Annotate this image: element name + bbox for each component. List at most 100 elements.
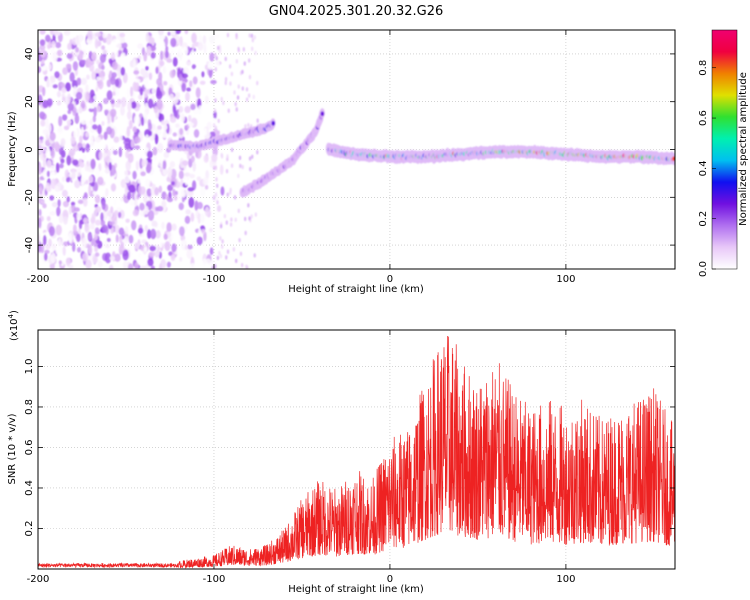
spectrogram-noise-cell [51, 201, 58, 208]
spectrogram-noise-cell [47, 89, 54, 99]
spectrogram-noise-cell [181, 82, 186, 92]
spectrogram-noise-cell [163, 233, 168, 240]
spectrogram-noise-cell [230, 163, 234, 168]
spectrogram-y-axis-label: Frequency (Hz) [7, 111, 18, 187]
spectrogram-noise-cell [191, 239, 196, 246]
spectrogram-noise-cell [94, 194, 101, 204]
spectrogram-noise-cell [256, 150, 259, 155]
spectrogram-noise-cell [108, 220, 115, 226]
spectrogram-noise-cell [89, 140, 96, 148]
spectrogram-noise-cell [144, 102, 149, 110]
spectrogram-noise-cell [84, 222, 90, 234]
spectrogram-noise-cell [204, 95, 209, 104]
spectrogram-noise-cell [179, 226, 185, 237]
spectrogram-noise-cell [243, 61, 246, 66]
spectrogram-noise-cell [75, 91, 83, 100]
spectrogram-noise-cell [187, 187, 195, 192]
spectrogram-noise-cell [80, 126, 84, 138]
spectrogram-noise-cell [229, 187, 232, 193]
spectrogram-noise-cell [124, 142, 130, 150]
spectrogram-noise-cell [244, 230, 247, 236]
spectrogram-noise-cell [211, 153, 218, 163]
spectrogram-noise-cell [216, 255, 220, 261]
spectrogram-noise-cell [85, 91, 90, 102]
spectrogram-noise-cell [214, 98, 217, 103]
spectrogram-noise-cell [82, 154, 87, 161]
spectrogram-noise-cell [63, 30, 71, 36]
spectrogram-noise-cell [163, 151, 170, 159]
spectrogram-noise-cell [90, 158, 96, 170]
spectrogram-noise-cell [143, 51, 148, 62]
spectrogram-noise-cell [237, 46, 240, 52]
snr-panel: -200 -100 0 100 0.2 0.4 0.6 0.8 1.0 Height of st… [7, 310, 676, 595]
spectrogram-noise-cell [112, 149, 118, 156]
spectrogram-noise-cell [88, 232, 92, 241]
spectrogram-noise-cell [147, 258, 154, 267]
spectrogram-noise-cell [161, 41, 166, 50]
spectrogram-noise-cell [42, 160, 46, 169]
spectrogram-noise-cell [189, 262, 196, 269]
spectrogram-noise-cell [167, 31, 171, 36]
spectrogram-noise-cell [112, 91, 116, 96]
spectrogram-noise-cell [131, 220, 137, 231]
spectrogram-noise-cell [67, 109, 72, 115]
spectrogram-noise-cell [94, 136, 102, 143]
spectrogram-noise-cell [252, 94, 255, 100]
spectrogram-noise-cell [113, 198, 117, 206]
spectrogram-noise-cell [49, 131, 56, 141]
spectrogram-noise-cell [217, 118, 220, 124]
spectrogram-noise-cell [182, 160, 189, 166]
spectrogram-noise-cell [251, 154, 254, 159]
spectrogram-noise-cell [201, 228, 206, 235]
spectrogram-noise-cell [95, 105, 101, 113]
spectrogram-noise-cell [220, 96, 223, 102]
spectrogram-noise-cell [98, 151, 103, 161]
spectrogram-noise-cell [169, 161, 176, 168]
spectrogram-noise-cell [46, 170, 50, 178]
spectrogram-noise-cell [159, 60, 165, 67]
spectrogram-noise-cell [144, 224, 148, 232]
colorbar-ticks: 0.0 0.2 0.4 0.6 0.8 [698, 60, 716, 277]
snr-y-tick-label: 1.0 [24, 359, 35, 375]
spectrogram-noise-cell [114, 78, 120, 87]
spectrogram-noise-cell [46, 215, 51, 222]
spectrogram-noise-cell [225, 169, 229, 174]
spectrogram-noise-cell [127, 101, 132, 112]
spectrogram-noise-cell [247, 93, 251, 98]
spectrogram-noise-cell [45, 182, 51, 192]
spectrogram-noise-cell [197, 228, 202, 238]
spectrogram-noise-cell [191, 43, 195, 50]
spectrogram-noise-cell [94, 68, 102, 74]
spectrogram-noise-cell [138, 253, 142, 258]
snr-x-tick-label: 100 [556, 574, 575, 585]
spectrogram-noise-cell [55, 41, 62, 49]
spectrogram-noise-cell [105, 188, 109, 197]
spectrogram-noise-cell [218, 250, 221, 256]
spectrogram-noise-cell [63, 216, 68, 225]
spectrogram-noise-cell [65, 82, 71, 92]
spectrogram-noise-cell [208, 35, 216, 43]
spectrogram-noise-cell [39, 185, 43, 196]
spectrogram-noise-cell [159, 50, 164, 61]
spectrogram-noise-cell [158, 185, 163, 193]
spectrogram-noise-cell [96, 76, 101, 81]
spectrogram-noise-cell [113, 210, 119, 216]
spectrogram-noise-cell [94, 38, 99, 49]
spectrogram-noise-cell [104, 252, 112, 264]
spectrogram-noise-cell [148, 122, 153, 131]
spectrogram-noise-cell [76, 165, 82, 177]
spectrogram-noise-cell [241, 69, 244, 75]
spectrogram-noise-cell [106, 90, 113, 101]
spectrogram-noise-cell [134, 242, 141, 250]
spectrogram-noise-cell [212, 123, 216, 128]
spectrogram-noise-cell [172, 188, 176, 197]
spectrogram-noise-cell [120, 37, 126, 44]
spectrogram-noise-cell [80, 77, 88, 86]
spectrogram-noise-cell [65, 257, 71, 267]
spectrogram-noise-cell [61, 87, 67, 94]
spectrogram-noise-cell [42, 65, 47, 72]
spectrogram-noise-cell [140, 116, 145, 126]
spectrogram-noise-cell [85, 179, 89, 185]
spectrogram-noise-cell [235, 35, 238, 40]
spectrogram-noise-cell [199, 80, 206, 85]
